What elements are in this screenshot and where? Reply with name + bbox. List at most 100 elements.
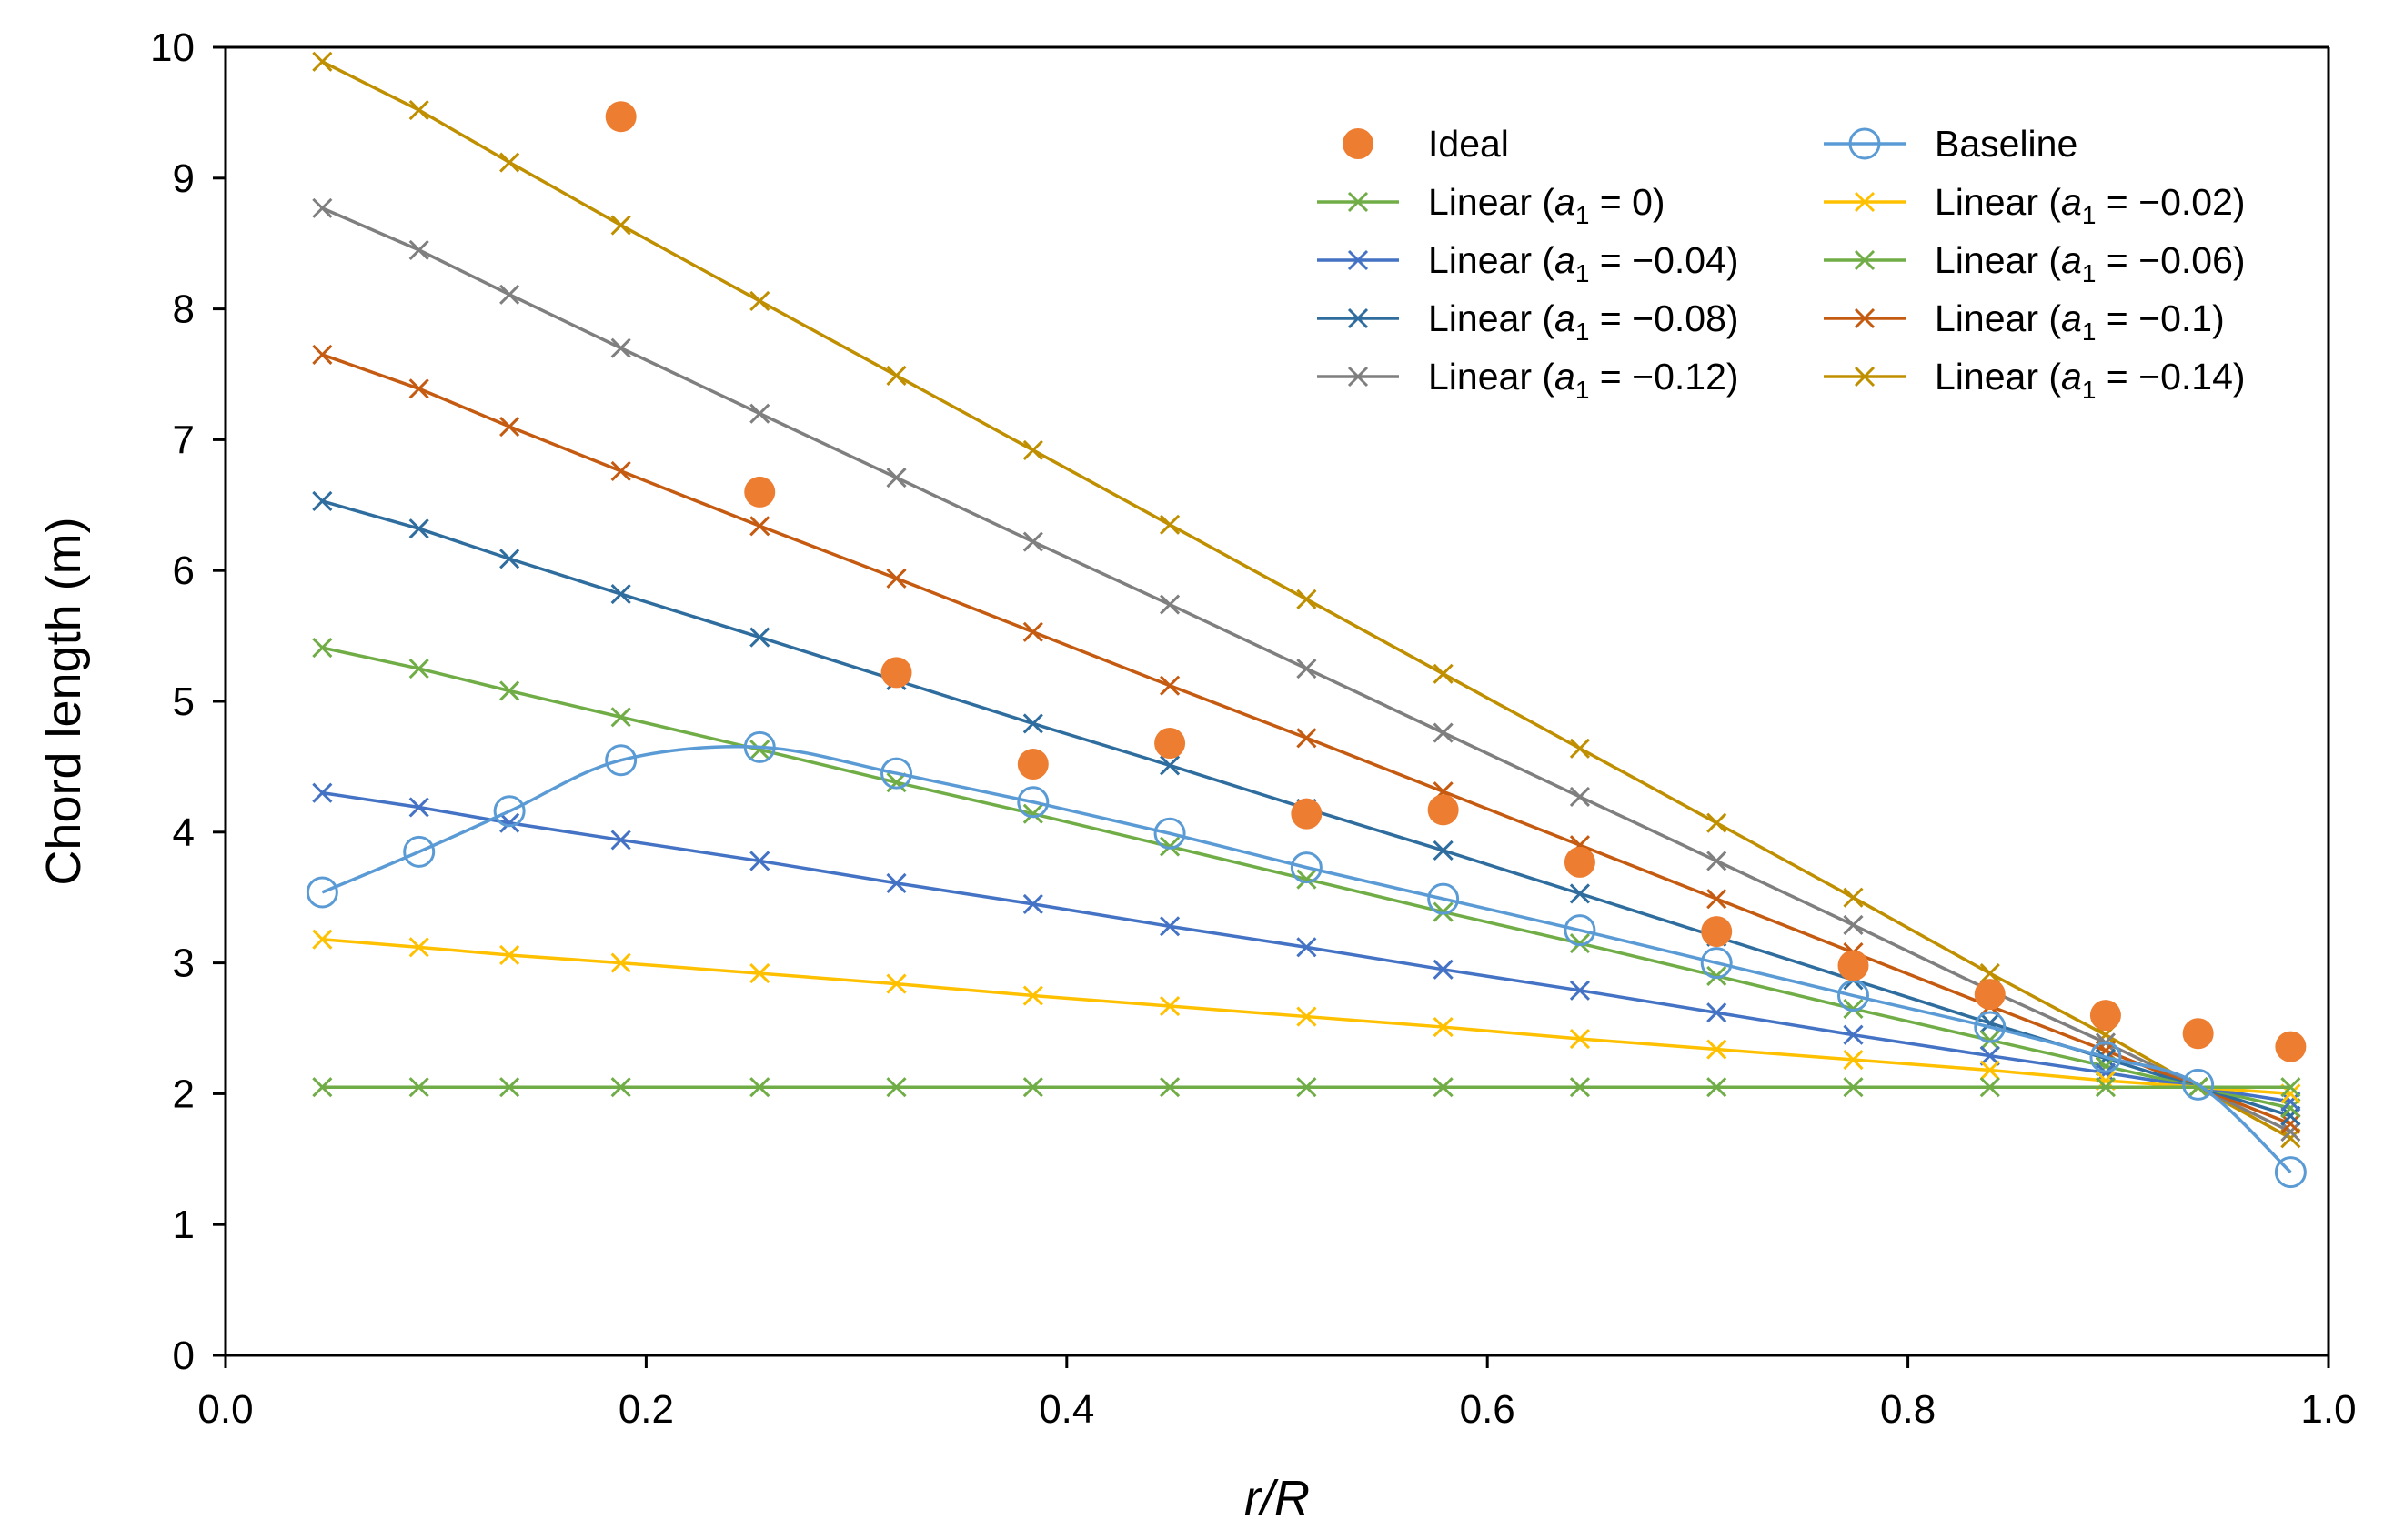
legend-label-9: Linear (a1 = −0.14) (1935, 356, 2246, 404)
legend-entry-9: Linear (a1 = −0.14) (1824, 356, 2246, 404)
series-4-point-1 (408, 797, 429, 818)
x-tick-label-1: 0.2 (619, 1387, 674, 1432)
series-1-point-9 (1427, 882, 1460, 915)
series-8-point-2 (499, 284, 520, 305)
series-6-point-1 (408, 518, 429, 539)
series-2-point-10 (1569, 1077, 1590, 1098)
legend-swatch-marker-7 (1854, 307, 1876, 329)
series-7-point-16 (2280, 1113, 2301, 1134)
series-3-point-3 (610, 952, 631, 973)
legend-label-0: Ideal (1428, 123, 1509, 165)
series-0-point-9 (1837, 950, 1869, 981)
series-4-point-3 (610, 830, 631, 851)
series-4-point-8 (1296, 937, 1317, 958)
series-7-point-0 (312, 344, 333, 365)
y-axis-title: Chord length (m) (36, 517, 91, 885)
series-4-point-12 (1843, 1024, 1864, 1045)
series-4-point-0 (312, 782, 333, 803)
legend-entry-4: Linear (a1 = −0.04) (1317, 239, 1739, 287)
series-0-point-12 (2182, 1018, 2214, 1050)
series-9-point-12 (1843, 887, 1864, 908)
series-6-point-9 (1433, 840, 1454, 861)
series-2-point-4 (749, 1077, 770, 1098)
legend: Ideal Baseline Linear (a1 = 0) Linear (a1 =… (1317, 123, 2246, 404)
y-tick-label-5: 5 (173, 679, 195, 724)
series-8-point-6 (1022, 531, 1043, 552)
series-3-point-11 (1706, 1039, 1727, 1060)
legend-entry-6: Linear (a1 = −0.08) (1317, 297, 1739, 346)
series-8-point-4 (749, 403, 770, 424)
series-8-point-3 (610, 337, 631, 358)
series-5-point-1 (408, 658, 429, 679)
series-1-point-11 (1700, 947, 1733, 980)
series-0-point-13 (2275, 1031, 2307, 1062)
legend-swatch-marker-3 (1854, 191, 1876, 213)
series-3 (312, 929, 2301, 1104)
series-4-point-11 (1706, 1002, 1727, 1023)
series-2-point-9 (1433, 1077, 1454, 1098)
series-2-point-16 (2280, 1077, 2301, 1098)
series-2-point-8 (1296, 1077, 1317, 1098)
series-8-point-16 (2280, 1122, 2301, 1142)
series-9-point-0 (312, 51, 333, 72)
series-7-point-7 (1160, 675, 1181, 696)
series-0-point-1 (744, 476, 776, 508)
y-tick-label-7: 7 (173, 418, 195, 462)
series-5-point-2 (499, 680, 520, 701)
series-5-point-8 (1296, 869, 1317, 890)
series-8-point-5 (886, 468, 907, 488)
series-9-point-5 (886, 365, 907, 386)
series-4-point-13 (1979, 1045, 2000, 1066)
series-5-point-9 (1433, 901, 1454, 922)
legend-swatch-marker-4 (1347, 249, 1369, 271)
legend-label-6: Linear (a1 = −0.08) (1428, 297, 1739, 346)
x-tick-label-0: 0.0 (197, 1387, 253, 1432)
series-0-point-0 (605, 101, 637, 133)
series-2-point-0 (312, 1077, 333, 1098)
series-3-point-9 (1433, 1017, 1454, 1038)
series-9-point-10 (1569, 738, 1590, 759)
series-6-point-10 (1569, 883, 1590, 904)
series-3-point-13 (1979, 1060, 2000, 1081)
series-8-point-1 (408, 239, 429, 260)
series-9-point-9 (1433, 663, 1454, 684)
y-tick-label-2: 2 (173, 1072, 195, 1116)
legend-swatch-marker-2 (1347, 191, 1369, 213)
legend-swatch-marker-1 (1848, 127, 1881, 160)
series-8-point-10 (1569, 786, 1590, 808)
x-tick-label-2: 0.4 (1039, 1387, 1094, 1432)
series-7-point-1 (408, 378, 429, 399)
series-1-point-1 (403, 835, 436, 868)
series-5-point-3 (610, 707, 631, 728)
series-5-point-0 (312, 637, 333, 659)
series-0-point-10 (1974, 979, 2006, 1011)
series-1-point-12 (1836, 980, 1869, 1012)
series-7-point-4 (749, 516, 770, 537)
series-2-point-6 (1022, 1077, 1043, 1098)
series-1-point-2 (493, 795, 526, 828)
legend-entry-2: Linear (a1 = 0) (1317, 181, 1665, 229)
series-1 (306, 730, 2307, 1189)
legend-entry-8: Linear (a1 = −0.12) (1317, 356, 1739, 404)
series-7-point-8 (1296, 728, 1317, 749)
series-3-point-10 (1569, 1028, 1590, 1050)
series-4-point-4 (749, 851, 770, 871)
series-3-point-0 (312, 929, 333, 950)
series-0-point-3 (1017, 749, 1049, 780)
series-4-point-6 (1022, 893, 1043, 914)
series-1-point-6 (1017, 786, 1050, 819)
y-tick-label-1: 1 (173, 1203, 195, 1247)
series-1-point-14 (2089, 1041, 2122, 1073)
series-5-point-11 (1706, 965, 1727, 987)
y-tick-label-8: 8 (173, 287, 195, 332)
series-6-point-7 (1160, 755, 1181, 776)
legend-swatch-marker-5 (1854, 249, 1876, 271)
series-5-point-5 (886, 772, 907, 793)
series-4-point-10 (1569, 980, 1590, 1001)
x-axis-title: r/R (1244, 1471, 1310, 1525)
series-9-point-13 (1979, 963, 2000, 984)
series-0-point-7 (1564, 846, 1595, 878)
series-0-point-5 (1291, 798, 1323, 830)
